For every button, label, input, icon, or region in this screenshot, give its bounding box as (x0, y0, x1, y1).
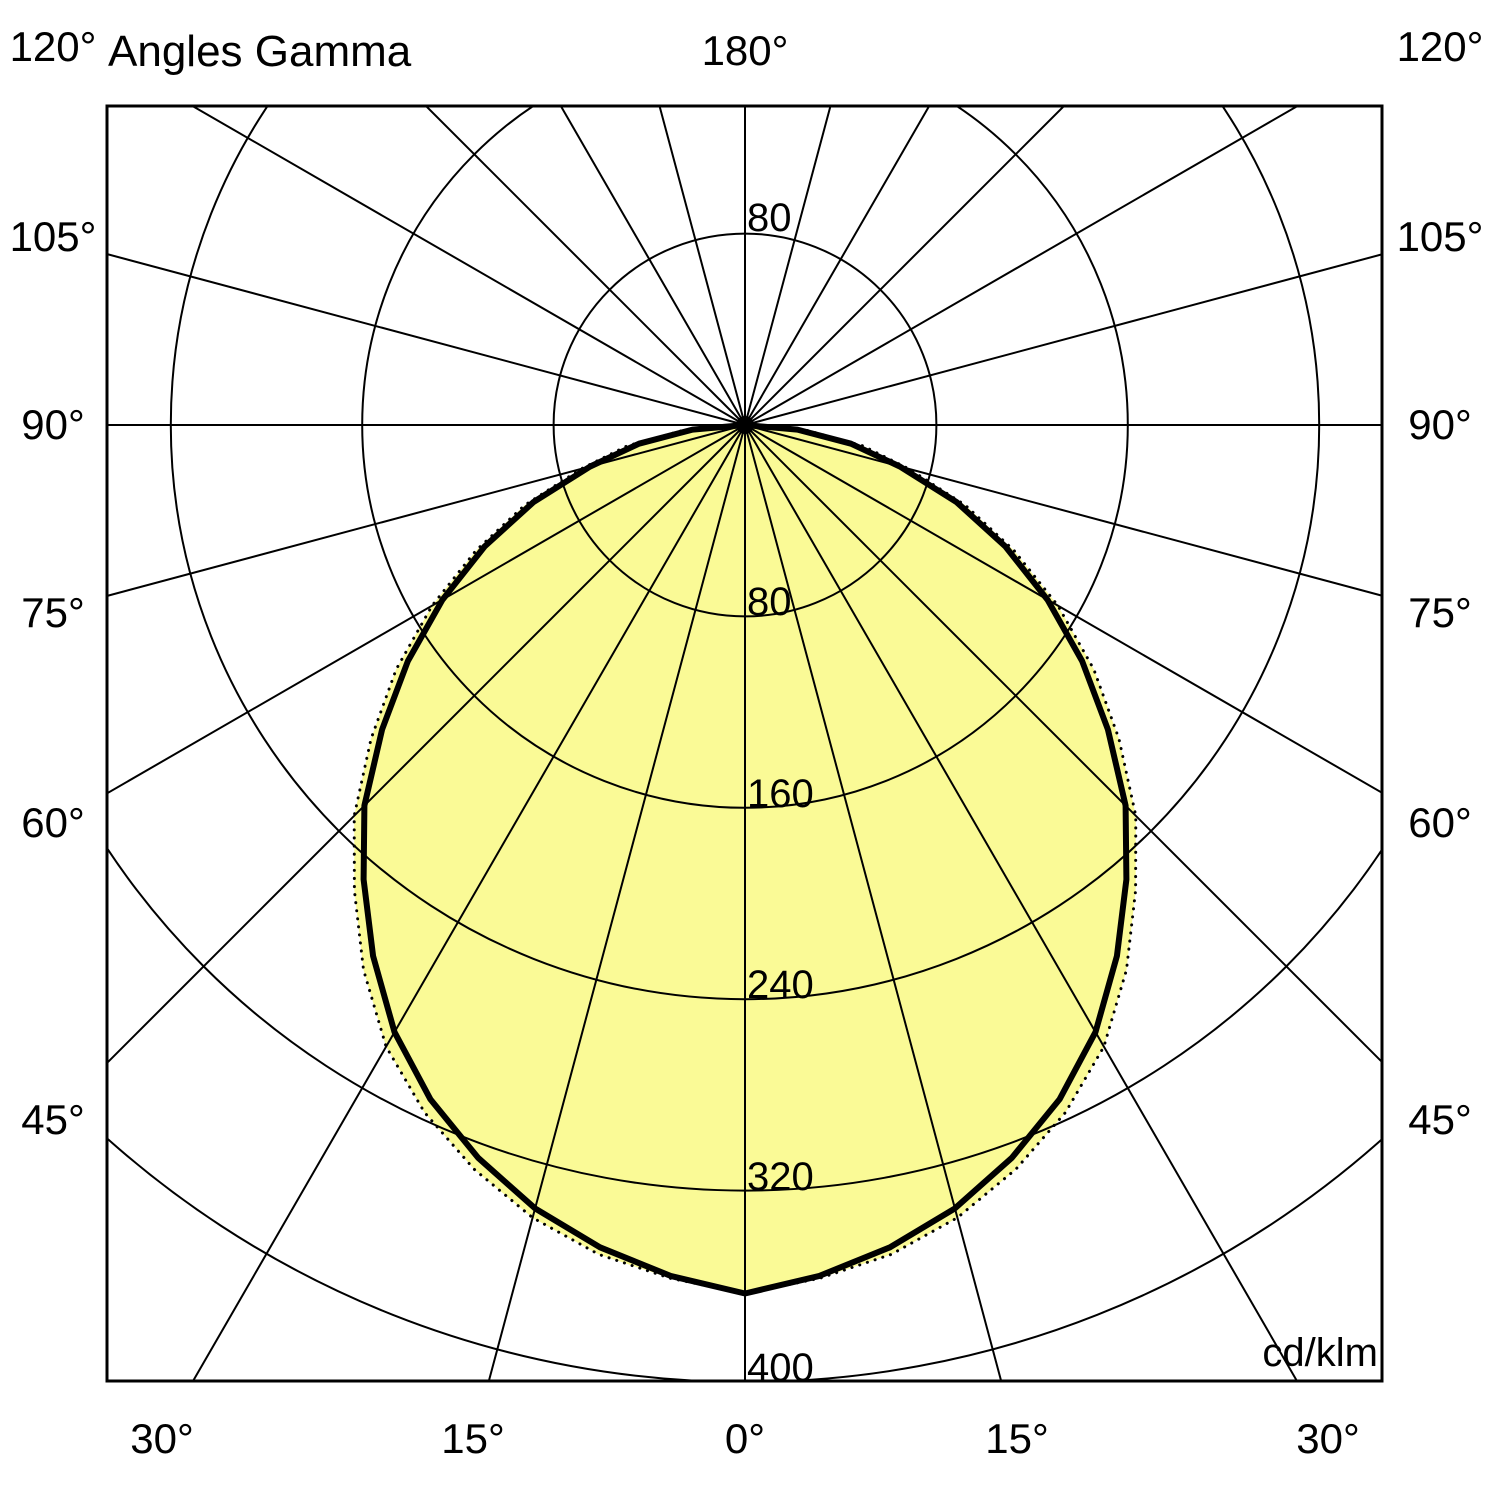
top-axis-label-180: 180° (701, 27, 789, 74)
intensity-curve-c0-c180-solid (360, 422, 1130, 1297)
radial-label-400: 400 (747, 1346, 814, 1390)
gamma-label-bottom-4: 30° (1296, 1415, 1360, 1462)
radial-label-240: 240 (747, 963, 814, 1008)
gamma-label-right-60: 60° (1408, 799, 1472, 846)
gamma-label-left-105: 105° (9, 213, 97, 260)
radial-label-80: 80 (747, 580, 792, 625)
gamma-label-right-105: 105° (1396, 213, 1484, 260)
units-label: cd/klm (1262, 1331, 1378, 1375)
gamma-label-right-120: 120° (1396, 23, 1484, 70)
gamma-label-bottom-1: 15° (441, 1415, 505, 1462)
gamma-label-right-75: 75° (1408, 589, 1472, 636)
gamma-label-left-45: 45° (21, 1096, 85, 1143)
gamma-label-left-120: 120° (9, 23, 97, 70)
plot-frame (105, 104, 1384, 1383)
radial-label-160: 160 (747, 771, 814, 816)
gamma-label-bottom-3: 15° (985, 1415, 1049, 1462)
gamma-label-left-60: 60° (21, 799, 85, 846)
chart-title: Angles Gamma (108, 27, 412, 76)
gamma-label-bottom-2: 0° (724, 1415, 766, 1462)
gamma-label-bottom-0: 30° (130, 1415, 194, 1462)
radial-label-upper-80: 80 (747, 195, 792, 240)
pole-point (736, 416, 754, 434)
gamma-label-right-45: 45° (1408, 1096, 1472, 1143)
gamma-label-right-90: 90° (1408, 401, 1472, 448)
gamma-label-left-90: 90° (21, 401, 85, 448)
radial-label-320: 320 (747, 1154, 814, 1199)
gamma-label-left-75: 75° (21, 589, 85, 636)
